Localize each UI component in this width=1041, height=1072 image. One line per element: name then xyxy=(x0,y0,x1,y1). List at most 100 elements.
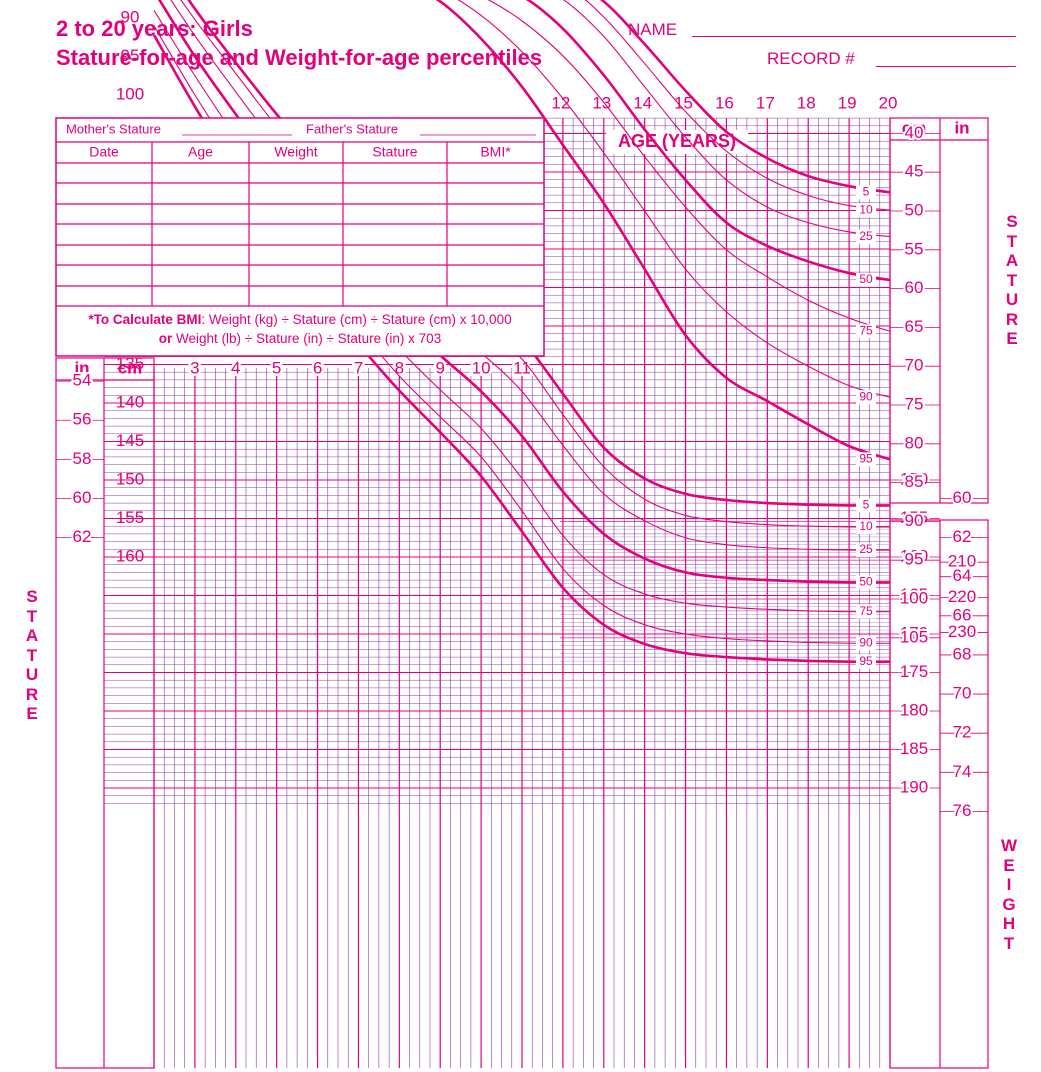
cm-tick-label-left: 155 xyxy=(116,508,144,527)
in-tick-label-left: 62 xyxy=(73,527,92,546)
weight-percentile-label-p90: 90 xyxy=(859,389,873,403)
stature-percentile-label-p5: 5 xyxy=(863,498,870,512)
weight-percentile-label-p95: 95 xyxy=(859,451,873,465)
cm-tick-label-right: 155 xyxy=(900,508,928,527)
cm-tick-label-right: 180 xyxy=(900,700,928,719)
table-header-bmi: BMI* xyxy=(480,144,511,160)
lb-tick-label: 230 xyxy=(948,622,976,641)
in-tick-label-right: 74 xyxy=(953,762,972,781)
stature-percentile-label-p50: 50 xyxy=(859,575,873,589)
kg-tick-label: 100 xyxy=(900,588,928,607)
kg-tick-label: 80 xyxy=(905,433,924,452)
bmi-note-line1: *To Calculate BMI: Weight (kg) ÷ Stature… xyxy=(88,312,511,327)
cm-tick-label-right: 160 xyxy=(900,546,928,565)
age-tick-label-bottom: 6 xyxy=(313,358,322,377)
weight-curve-p90 xyxy=(457,0,891,398)
weight-curve-p25 xyxy=(563,0,891,238)
record-field[interactable] xyxy=(876,66,1016,67)
cm-tick-label-right: 190 xyxy=(900,777,928,796)
table-header-age: Age xyxy=(188,144,213,160)
age-tick-label-top: 19 xyxy=(838,93,857,112)
in-tick-label-right: 66 xyxy=(953,605,972,624)
age-tick-label-top: 12 xyxy=(551,93,570,112)
record-table xyxy=(55,117,545,357)
stature-percentile-label-p90: 90 xyxy=(859,635,873,649)
in-tick-label-right: 72 xyxy=(953,723,972,742)
in-tick-label-left: 54 xyxy=(73,371,92,390)
left-ruler-frame xyxy=(55,357,155,1069)
cm-tick-label-left: 140 xyxy=(116,392,144,411)
right-weight-frame xyxy=(889,519,989,1069)
age-tick-label-bottom: 7 xyxy=(354,358,363,377)
lb-tick-label: 210 xyxy=(948,552,976,571)
weight-curve-p10 xyxy=(584,0,891,211)
cm-tick-label-left: 150 xyxy=(116,469,144,488)
cm-tick-label-right: 150 xyxy=(900,469,928,488)
kg-tick-label: 45 xyxy=(905,162,924,181)
kg-tick-label: 50 xyxy=(905,200,924,219)
stature-percentile-label-p10: 10 xyxy=(859,519,873,533)
age-tick-label-top: 20 xyxy=(879,93,898,112)
in-tick-label-right: 70 xyxy=(953,684,972,703)
cm-tick-label-left: 160 xyxy=(116,546,144,565)
unit-in-left: in xyxy=(74,358,89,377)
age-tick-label-bottom: 5 xyxy=(272,358,281,377)
table-header-weight: Weight xyxy=(274,144,317,160)
in-tick-label-left: 60 xyxy=(73,488,92,507)
weight-curve-p75 xyxy=(487,0,891,332)
weight-percentile-label-p10: 10 xyxy=(859,202,873,216)
weight-percentile-label-p50: 50 xyxy=(859,272,873,286)
name-field[interactable] xyxy=(692,36,1016,37)
in-tick-label-right: 64 xyxy=(953,566,972,585)
mother-stature-label: Mother's Stature xyxy=(66,121,161,136)
stature-percentile-label-p25: 25 xyxy=(859,542,873,556)
age-tick-label-bottom: 4 xyxy=(231,358,240,377)
unit-in-right: in xyxy=(954,118,969,137)
age-tick-label-top: 14 xyxy=(633,93,652,112)
bmi-note-line2: or Weight (lb) ÷ Stature (in) ÷ Stature … xyxy=(159,331,441,346)
cm-tick-label-right: 175 xyxy=(900,662,928,681)
stature-percentile-label-p95: 95 xyxy=(859,654,873,668)
kg-tick-label: 85 xyxy=(905,472,924,491)
grid-lines xyxy=(104,117,891,1068)
chart-title-line2: Stature-for-age and Weight-for-age perce… xyxy=(56,45,543,70)
weight-curve-p95 xyxy=(435,0,891,461)
in-tick-label-left: 58 xyxy=(73,449,92,468)
record-label: RECORD # xyxy=(767,49,855,68)
cm-tick-label-right: 185 xyxy=(900,739,928,758)
name-label: NAME xyxy=(628,20,678,39)
in-tick-label-right: 76 xyxy=(953,801,972,820)
age-tick-label-top: 17 xyxy=(756,93,775,112)
age-tick-label-bottom: 10 xyxy=(472,358,491,377)
in-tick-label-right: 60 xyxy=(953,488,972,507)
age-tick-label-top: 18 xyxy=(797,93,816,112)
age-tick-label-top: 15 xyxy=(674,93,693,112)
kg-tick-label: 105 xyxy=(900,627,928,646)
weight-percentile-label-p5: 5 xyxy=(863,185,870,199)
in-tick-label-right: 68 xyxy=(953,644,972,663)
cm-tick-label-left: 90 xyxy=(121,7,140,26)
kg-tick-label: 65 xyxy=(905,317,924,336)
cm-tick-label-left: 95 xyxy=(121,46,140,65)
unit-cm-left: cm xyxy=(118,358,143,377)
weight-percentile-label-p25: 25 xyxy=(859,229,873,243)
kg-tick-label: 60 xyxy=(905,278,924,297)
kg-tick-label: 90 xyxy=(905,511,924,530)
age-tick-label-top: 13 xyxy=(592,93,611,112)
cm-tick-label-left: 135 xyxy=(116,354,144,373)
age-tick-label-bottom: 11 xyxy=(513,358,531,377)
age-tick-label-bottom: 9 xyxy=(435,358,444,377)
kg-tick-label: 40 xyxy=(905,123,924,142)
lb-tick-label: 220 xyxy=(948,587,976,606)
kg-tick-label: 75 xyxy=(905,394,924,413)
x-axis-title: AGE (YEARS) xyxy=(618,131,736,151)
weight-percentile-label-p75: 75 xyxy=(859,323,873,337)
age-tick-label-bottom: 3 xyxy=(190,358,199,377)
age-tick-label-bottom: 8 xyxy=(395,358,404,377)
father-stature-label: Father's Stature xyxy=(306,121,398,136)
kg-tick-label: 55 xyxy=(905,239,924,258)
cm-tick-label-left: 145 xyxy=(116,431,144,450)
